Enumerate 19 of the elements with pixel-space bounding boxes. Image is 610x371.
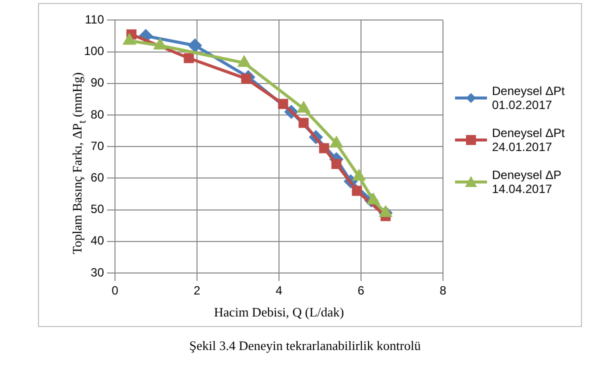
text: Şekil 3.4 Deneyin tekrarlanabilirlik kontrolü [188, 338, 422, 354]
legend-label: Deneysel ΔPt 01.02.2017 [492, 84, 566, 112]
x-tick-label: 8 [440, 284, 447, 298]
y-tick-label: 30 [90, 265, 104, 280]
y-tick-label: 50 [90, 202, 104, 216]
x-tick-label: 0 [112, 284, 119, 298]
x-tick-label: 6 [358, 284, 365, 298]
y-tick-label: 80 [90, 107, 104, 122]
x-tick-label: 4 [276, 284, 283, 298]
y-tick-label: 110 [84, 12, 104, 27]
x-axis-title: Hacim Debisi, Q (L/dak) [214, 304, 344, 320]
x-tick-label: 2 [194, 284, 201, 298]
y-tick-label: 70 [90, 138, 104, 153]
y-tick-label: 100 [84, 44, 104, 58]
y-tick-label: 40 [90, 234, 104, 248]
y-tick-label: 90 [90, 76, 104, 90]
y-tick-label: 60 [90, 170, 104, 185]
legend-label: Deneysel ΔPt 24.01.2017 [492, 126, 566, 154]
legend-label: Deneysel ΔP 14.04.2017 [492, 168, 562, 196]
